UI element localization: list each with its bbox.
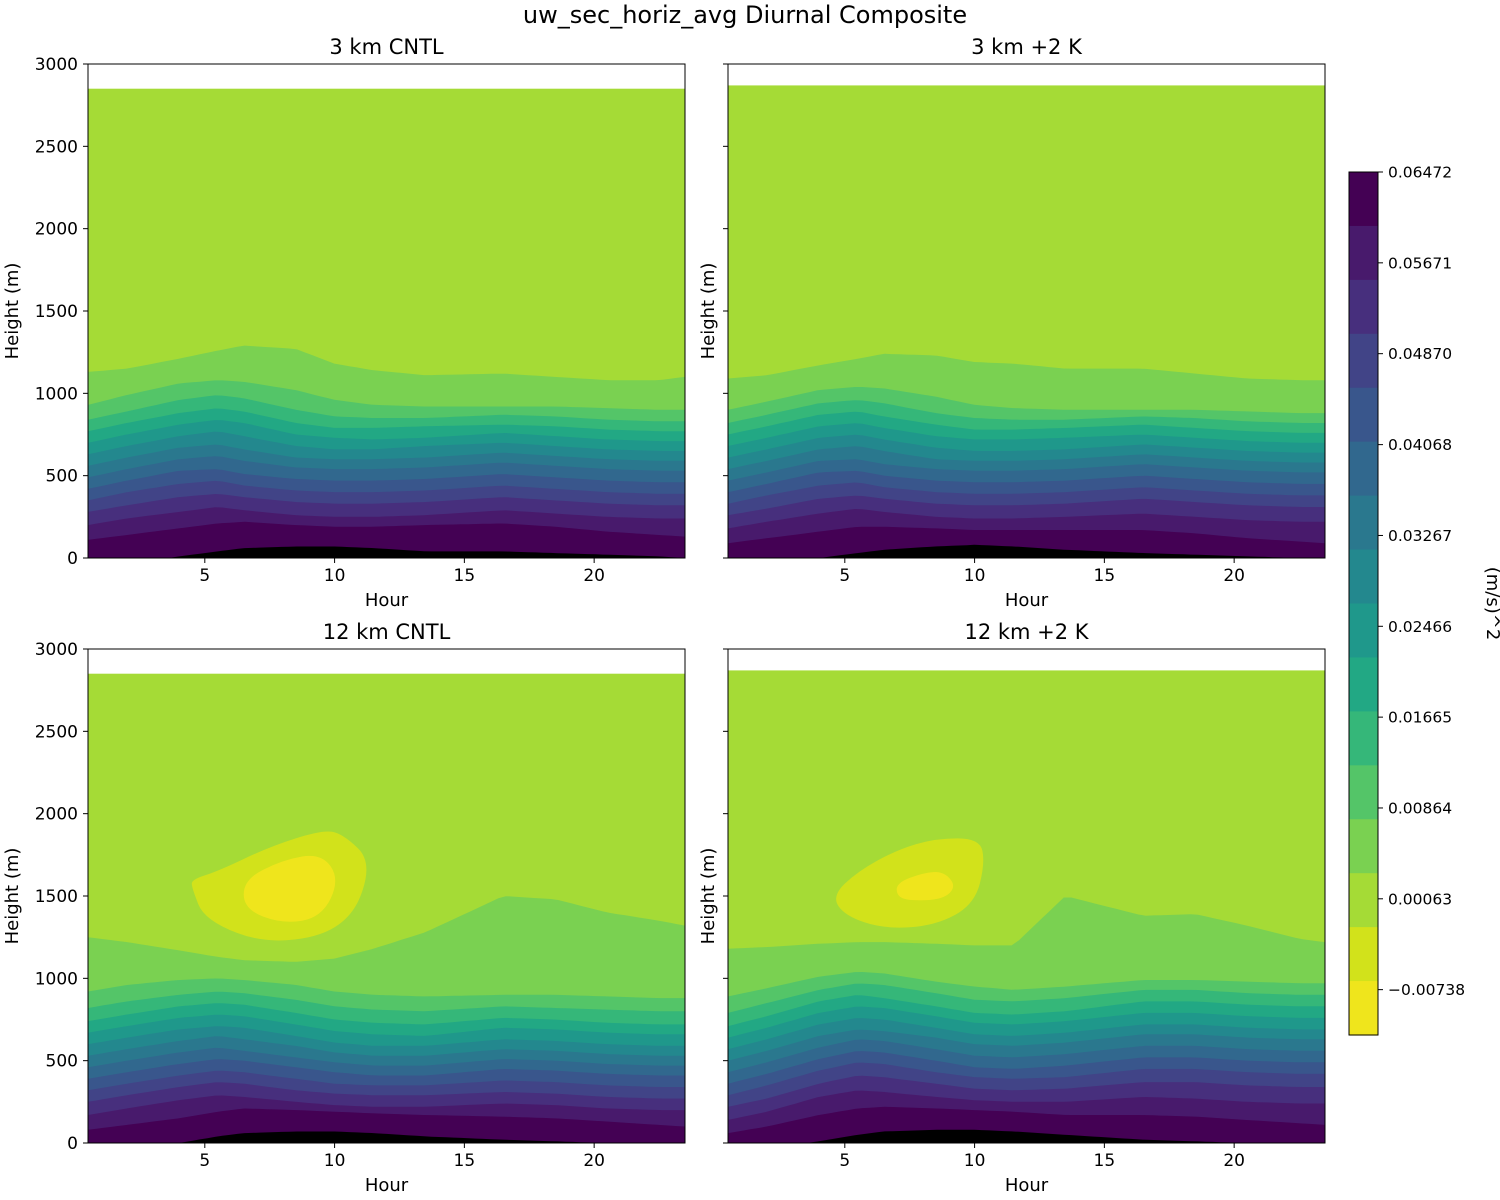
- colorbar-tick-label: 0.05671: [1388, 254, 1452, 272]
- x-axis-label: Hour: [1005, 1175, 1049, 1196]
- contour-band: [282, 554, 400, 558]
- x-tick-label: 20: [583, 566, 605, 586]
- y-tick-label: 0: [67, 549, 78, 569]
- y-tick-label: 1000: [35, 969, 78, 989]
- y-axis-label: Height (m): [2, 848, 23, 945]
- colorbar-swatch: [1349, 495, 1378, 551]
- contour-band: [904, 1136, 1066, 1143]
- contour-field: [88, 673, 685, 1143]
- colorbar-swatch: [1349, 873, 1378, 928]
- colorbar-swatch: [1349, 657, 1378, 712]
- y-tick-label: 2000: [35, 220, 78, 240]
- y-tick-label: 2500: [35, 137, 78, 157]
- colorbar-tick-label: 0.03267: [1388, 527, 1452, 545]
- y-tick-label: 500: [46, 467, 78, 487]
- y-tick-label: 1000: [35, 384, 78, 404]
- y-tick-label: 3000: [35, 55, 78, 75]
- x-tick-label: 15: [1094, 566, 1116, 586]
- contour-field: [728, 85, 1325, 558]
- x-tick-label: 5: [199, 1151, 210, 1171]
- y-tick-label: 3000: [35, 640, 78, 660]
- y-tick-label: 1500: [35, 887, 78, 907]
- y-axis-label: Height (m): [2, 263, 23, 360]
- panel-title: 12 km +2 K: [964, 620, 1089, 644]
- colorbar-swatch: [1349, 225, 1378, 281]
- x-tick-label: 20: [583, 1151, 605, 1171]
- colorbar-swatch: [1349, 981, 1378, 1036]
- contour-field: [88, 88, 685, 558]
- x-tick-label: 15: [1094, 1151, 1116, 1171]
- figure-title: uw_sec_horiz_avg Diurnal Composite: [523, 1, 967, 29]
- panel-title: 3 km CNTL: [329, 35, 444, 59]
- x-axis-label: Hour: [365, 1175, 409, 1196]
- colorbar-swatch: [1349, 549, 1378, 605]
- negative-contour: [896, 872, 954, 901]
- colorbar-tick-label: 0.02466: [1388, 618, 1452, 636]
- y-tick-label: 500: [46, 1052, 78, 1072]
- panels: 5 10 15 20 0 500 1000 1500 2000 2500 3000 3 km CNTL…: [2, 35, 1326, 1196]
- panel-title: 12 km CNTL: [323, 620, 451, 644]
- x-axis-label: Hour: [365, 590, 409, 611]
- x-tick-label: 15: [454, 1151, 476, 1171]
- contour-band: [936, 554, 1040, 558]
- y-tick-label: 2500: [35, 722, 78, 742]
- panel-title: 3 km +2 K: [971, 35, 1083, 59]
- colorbar-swatch: [1349, 333, 1378, 389]
- colorbar-tick-label: 0.00063: [1388, 890, 1452, 908]
- x-tick-label: 20: [1223, 566, 1245, 586]
- colorbar-tick-label: 0.01665: [1388, 709, 1452, 727]
- y-tick-label: 1500: [35, 302, 78, 322]
- colorbar: 0.06472 0.05671 0.04870 0.04068 0.03267 0.024…: [1348, 164, 1500, 1036]
- y-tick-label: 2000: [35, 805, 78, 825]
- x-axis-label: Hour: [1005, 590, 1049, 611]
- contour-field: [728, 670, 1325, 1143]
- colorbar-tick-label: 0.04068: [1388, 436, 1452, 454]
- y-axis-label: Height (m): [698, 263, 719, 360]
- x-tick-label: 15: [454, 566, 476, 586]
- contour-band: [178, 1131, 607, 1143]
- x-tick-label: 10: [324, 566, 346, 586]
- contour-band: [728, 526, 1325, 558]
- colorbar-swatch: [1349, 279, 1378, 335]
- colorbar-swatch: [1349, 441, 1378, 497]
- x-tick-label: 10: [324, 1151, 346, 1171]
- contour-band: [819, 544, 1298, 558]
- x-tick-label: 5: [839, 1151, 850, 1171]
- colorbar-swatch: [1349, 927, 1378, 982]
- colorbar-swatch: [1349, 819, 1378, 874]
- colorbar-frame: [1348, 171, 1379, 1036]
- colorbar-tick-label: −0.00738: [1388, 981, 1465, 999]
- colorbar-tick-label: 0.00864: [1388, 799, 1452, 817]
- x-tick-label: 10: [964, 1151, 986, 1171]
- contour-band: [805, 1129, 1247, 1143]
- colorbar-tick-label: 0.04870: [1388, 345, 1452, 363]
- colorbar-swatch: [1349, 387, 1378, 443]
- colorbar-swatch: [1349, 711, 1378, 766]
- panel-1: 5 10 15 20 0 500 1000 1500 2000 2500 3000 3 km CNTL…: [2, 35, 686, 611]
- colorbar-swatch: [1349, 172, 1378, 227]
- colorbar-label: (m/s)^2: [1482, 567, 1500, 641]
- colorbar-tick-label: 0.06472: [1388, 164, 1452, 182]
- x-tick-label: 20: [1223, 1151, 1245, 1171]
- panel-3: 5 10 15 20 0 500 1000 1500 2000 2500 3000 12 km CNT…: [2, 620, 686, 1196]
- y-tick-label: 0: [67, 1134, 78, 1154]
- x-tick-label: 5: [199, 566, 210, 586]
- contour-band: [168, 546, 685, 558]
- colorbar-swatch: [1349, 765, 1378, 820]
- panel-2: 5 10 15 20 3 km +2 K Hour Height (m): [698, 35, 1326, 611]
- panel-4: 5 10 15 20 12 km +2 K Hour Height (m): [698, 620, 1326, 1196]
- colorbar-swatch: [1349, 603, 1378, 659]
- x-tick-label: 5: [839, 566, 850, 586]
- y-axis-label: Height (m): [698, 848, 719, 945]
- x-tick-label: 10: [964, 566, 986, 586]
- negative-contour: [243, 855, 336, 922]
